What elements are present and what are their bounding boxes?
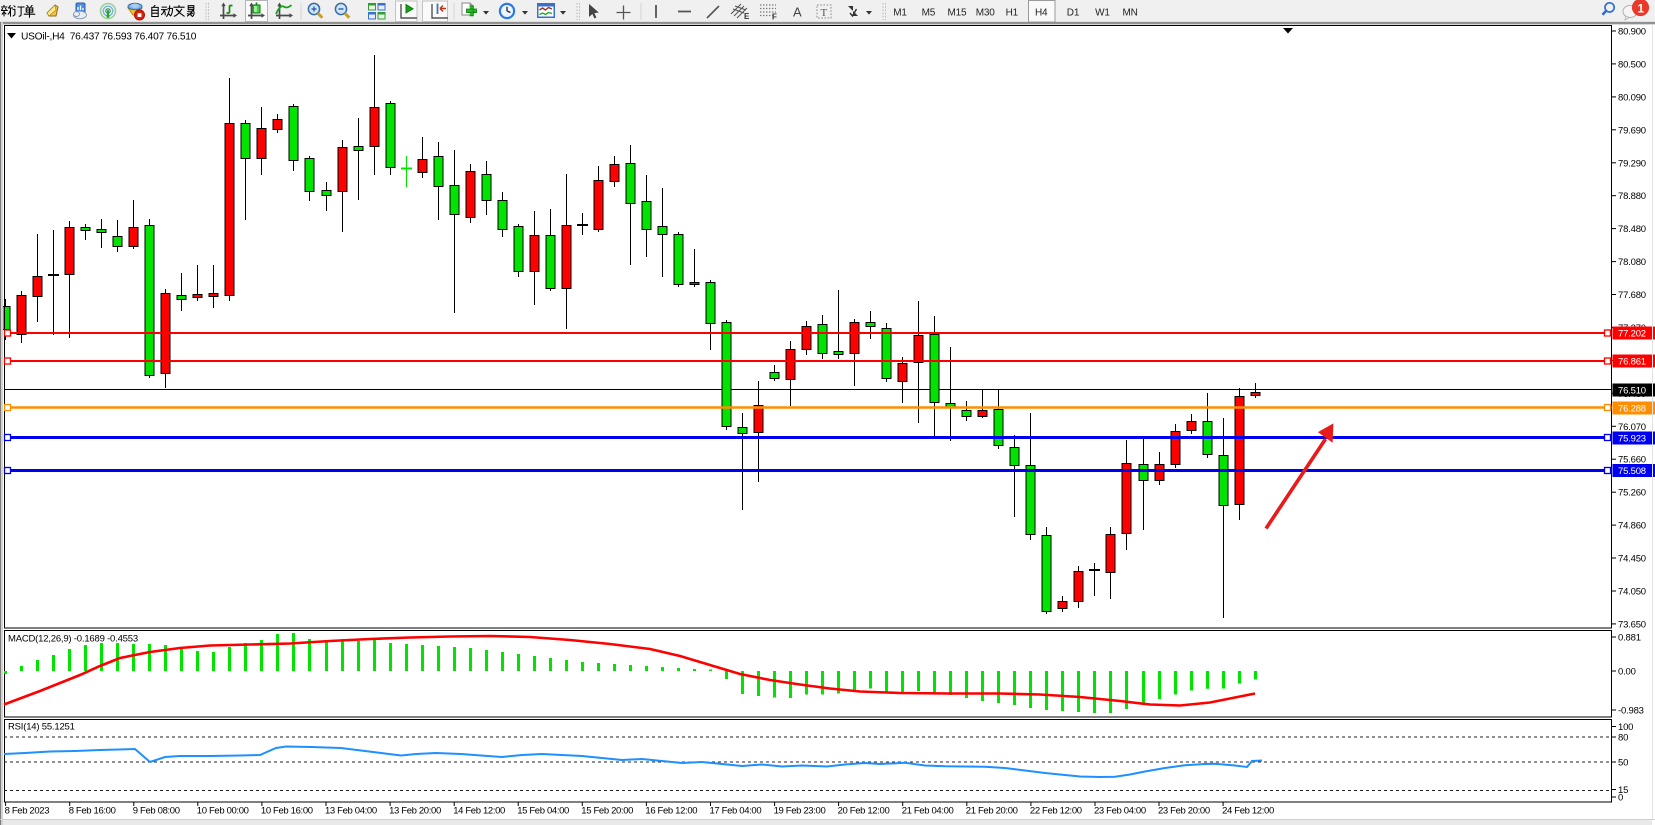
svg-text:10 Feb 16:00: 10 Feb 16:00	[261, 806, 313, 817]
svg-text:E: E	[744, 12, 750, 21]
svg-text:F: F	[772, 13, 777, 22]
svg-text:75.260: 75.260	[1618, 488, 1646, 499]
svg-text:75.660: 75.660	[1618, 455, 1646, 466]
svg-text:21 Feb 04:00: 21 Feb 04:00	[902, 806, 954, 817]
svg-text:15 Feb 04:00: 15 Feb 04:00	[517, 806, 569, 817]
svg-text:24 Feb 12:00: 24 Feb 12:00	[1222, 806, 1274, 817]
svg-text:77.202: 77.202	[1618, 329, 1646, 340]
svg-text:T: T	[821, 7, 828, 19]
svg-text:10 Feb 00:00: 10 Feb 00:00	[197, 806, 249, 817]
svg-text:78.080: 78.080	[1618, 257, 1646, 268]
svg-text:80: 80	[1618, 733, 1628, 744]
svg-text:76.288: 76.288	[1618, 404, 1646, 415]
svg-text:80.500: 80.500	[1618, 59, 1646, 70]
svg-text:21 Feb 20:00: 21 Feb 20:00	[966, 806, 1018, 817]
svg-text:MACD(12,26,9) -0.1689 -0.4553: MACD(12,26,9) -0.1689 -0.4553	[8, 634, 138, 645]
svg-text:77.680: 77.680	[1618, 290, 1646, 301]
svg-text:-0.983: -0.983	[1618, 706, 1644, 717]
svg-text:78.480: 78.480	[1618, 224, 1646, 235]
svg-text:1: 1	[1638, 2, 1645, 16]
svg-text:MN: MN	[1123, 8, 1138, 19]
svg-text:20 Feb 12:00: 20 Feb 12:00	[838, 806, 890, 817]
svg-text:23 Feb 04:00: 23 Feb 04:00	[1094, 806, 1146, 817]
svg-text:8 Feb 16:00: 8 Feb 16:00	[69, 806, 116, 817]
svg-text:USOil-,H4 76.437 76.593 76.40: USOil-,H4 76.437 76.593 76.407 76.510	[21, 32, 197, 43]
svg-text:0.881: 0.881	[1618, 633, 1641, 644]
svg-text:13 Feb 04:00: 13 Feb 04:00	[325, 806, 377, 817]
svg-text:76.861: 76.861	[1618, 357, 1646, 368]
svg-text:74.050: 74.050	[1618, 587, 1646, 598]
svg-text:M15: M15	[948, 8, 967, 19]
svg-text:22 Feb 12:00: 22 Feb 12:00	[1030, 806, 1082, 817]
svg-text:14 Feb 12:00: 14 Feb 12:00	[453, 806, 505, 817]
svg-text:76.510: 76.510	[1618, 386, 1646, 397]
svg-text:W1: W1	[1095, 8, 1110, 19]
svg-text:75.508: 75.508	[1618, 466, 1646, 477]
svg-text:D1: D1	[1067, 8, 1080, 19]
svg-text:76.070: 76.070	[1618, 422, 1646, 433]
svg-text:M5: M5	[922, 8, 936, 19]
svg-text:0.00: 0.00	[1618, 667, 1636, 678]
svg-text:16 Feb 12:00: 16 Feb 12:00	[645, 806, 697, 817]
svg-text:RSI(14) 55.1251: RSI(14) 55.1251	[8, 722, 75, 733]
svg-text:8 Feb 2023: 8 Feb 2023	[5, 806, 50, 817]
svg-text:9 Feb 08:00: 9 Feb 08:00	[133, 806, 180, 817]
svg-text:80.090: 80.090	[1618, 92, 1646, 103]
svg-text:M1: M1	[893, 8, 907, 19]
svg-text:23 Feb 20:00: 23 Feb 20:00	[1158, 806, 1210, 817]
svg-text:15 Feb 20:00: 15 Feb 20:00	[581, 806, 633, 817]
svg-text:15: 15	[1618, 785, 1628, 796]
svg-text:13 Feb 20:00: 13 Feb 20:00	[389, 806, 441, 817]
svg-text:M30: M30	[976, 8, 995, 19]
svg-text:80.900: 80.900	[1618, 27, 1646, 38]
svg-text:H1: H1	[1006, 8, 1019, 19]
svg-text:74.860: 74.860	[1618, 521, 1646, 532]
svg-text:A: A	[793, 5, 802, 20]
svg-text:17 Feb 04:00: 17 Feb 04:00	[710, 806, 762, 817]
svg-text:74.450: 74.450	[1618, 554, 1646, 565]
svg-text:19 Feb 23:00: 19 Feb 23:00	[774, 806, 826, 817]
svg-text:79.690: 79.690	[1618, 125, 1646, 136]
svg-text:78.880: 78.880	[1618, 191, 1646, 202]
svg-text:0: 0	[1618, 793, 1623, 804]
svg-text:100: 100	[1618, 722, 1633, 733]
svg-text:79.290: 79.290	[1618, 158, 1646, 169]
svg-text:73.650: 73.650	[1618, 619, 1646, 630]
svg-text:75.923: 75.923	[1618, 434, 1646, 445]
svg-text:H4: H4	[1035, 8, 1048, 19]
svg-text:50: 50	[1618, 758, 1628, 769]
